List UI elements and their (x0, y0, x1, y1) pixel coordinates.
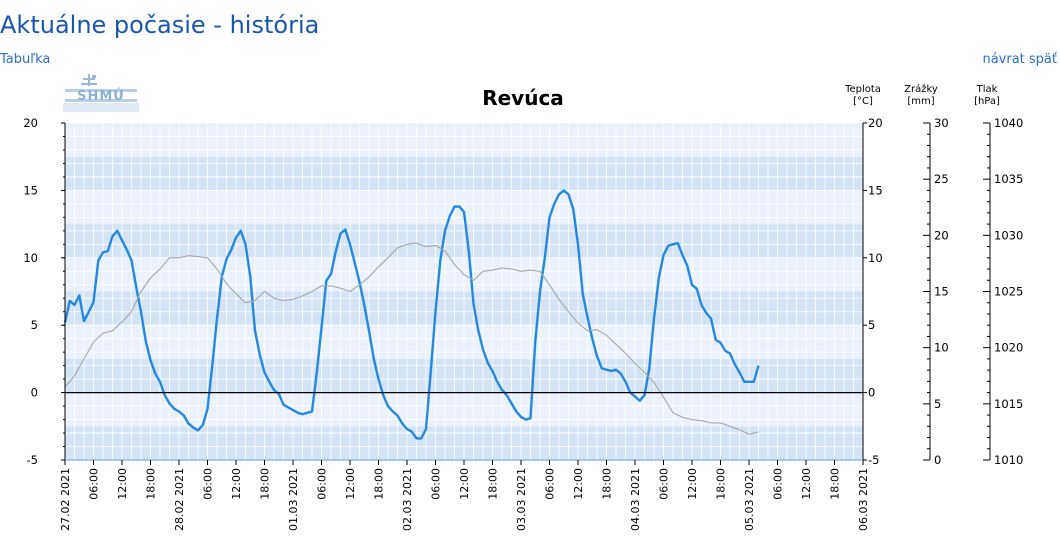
chart-title: Revúca (482, 86, 564, 110)
x-tick-label: 18:00 (259, 468, 272, 500)
x-tick-label: 18:00 (715, 468, 728, 500)
table-link[interactable]: Tabuľka (0, 52, 51, 67)
temp-tick-label-right: 20 (868, 116, 883, 130)
temperature-axis-title: Teplota (844, 84, 881, 95)
x-tick-label: 01.03 2021 (287, 468, 300, 531)
shmu-logo: SHMÚ (63, 72, 139, 112)
x-tick-label: 18:00 (829, 468, 842, 500)
precip-tick-label: 0 (934, 453, 941, 467)
temp-tick-label-right: 5 (868, 318, 875, 332)
precip-tick-label: 30 (934, 116, 949, 130)
x-tick-label: 12:00 (572, 468, 585, 500)
temp-tick-label-right: 15 (868, 183, 883, 197)
pressure-axis-title: Tlak (976, 84, 998, 95)
back-link[interactable]: návrat späť (982, 52, 1057, 67)
x-tick-label: 12:00 (116, 468, 129, 500)
precip-tick-label: 15 (934, 285, 949, 299)
temp-tick-label-left: 10 (23, 251, 38, 265)
precip-axis-title: [mm] (907, 96, 934, 107)
x-tick-label: 06.03 2021 (857, 468, 870, 531)
x-tick-label: 12:00 (458, 468, 471, 500)
temp-tick-label-left: 20 (23, 116, 38, 130)
pressure-axis-title: [hPa] (974, 96, 1000, 107)
temperature-line (63, 189, 760, 440)
x-tick-label: 04.03 2021 (629, 468, 642, 531)
x-tick-label: 28.02 2021 (173, 468, 186, 531)
temp-tick-label-left: 0 (31, 386, 38, 400)
x-tick-label: 06:00 (430, 468, 443, 500)
pressure-tick-label: 1035 (994, 172, 1023, 186)
x-tick-label: 12:00 (686, 468, 699, 500)
precip-tick-label: 20 (934, 228, 949, 242)
x-tick-label: 18:00 (601, 468, 614, 500)
x-tick-label: 18:00 (487, 468, 500, 500)
x-tick-label: 06:00 (658, 468, 671, 500)
x-tick-label: 06:00 (544, 468, 557, 500)
x-tick-label: 12:00 (344, 468, 357, 500)
x-tick-label: 27.02 2021 (59, 468, 72, 531)
x-tick-label: 06:00 (316, 468, 329, 500)
temp-tick-label-right: 10 (868, 251, 883, 265)
temp-tick-label-left: -5 (27, 453, 38, 467)
x-tick-label: 18:00 (373, 468, 386, 500)
pressure-tick-label: 1030 (994, 228, 1023, 242)
x-tick-label: 18:00 (145, 468, 158, 500)
x-tick-label: 12:00 (800, 468, 813, 500)
shmu-logo-graphic: SHMÚ (63, 74, 139, 112)
x-tick-label: 06:00 (772, 468, 785, 500)
page-title: Aktuálne počasie - história (0, 11, 320, 39)
temp-tick-label-left: 5 (31, 318, 38, 332)
temperature-axis-title: [°C] (853, 96, 873, 107)
pressure-tick-label: 1010 (994, 453, 1023, 467)
precip-tick-label: 25 (934, 172, 949, 186)
x-tick-label: 12:00 (230, 468, 243, 500)
x-tick-label: 06:00 (202, 468, 215, 500)
x-tick-label: 03.03 2021 (515, 468, 528, 531)
svg-text:SHMÚ: SHMÚ (77, 88, 125, 104)
precip-axis-title: Zrážky (904, 83, 938, 95)
pressure-tick-label: 1025 (994, 285, 1023, 299)
precip-tick-label: 5 (934, 397, 941, 411)
temp-tick-label-left: 15 (23, 183, 38, 197)
pressure-line (64, 242, 759, 435)
temp-tick-label-right: 0 (868, 386, 875, 400)
pressure-tick-label: 1020 (994, 341, 1023, 355)
pressure-tick-label: 1040 (994, 116, 1023, 130)
x-tick-label: 06:00 (88, 468, 101, 500)
x-tick-label: 02.03 2021 (401, 468, 414, 531)
x-tick-label: 05.03 2021 (743, 468, 756, 531)
temp-tick-label-right: -5 (868, 453, 879, 467)
precip-tick-label: 10 (934, 341, 949, 355)
pressure-tick-label: 1015 (994, 397, 1023, 411)
